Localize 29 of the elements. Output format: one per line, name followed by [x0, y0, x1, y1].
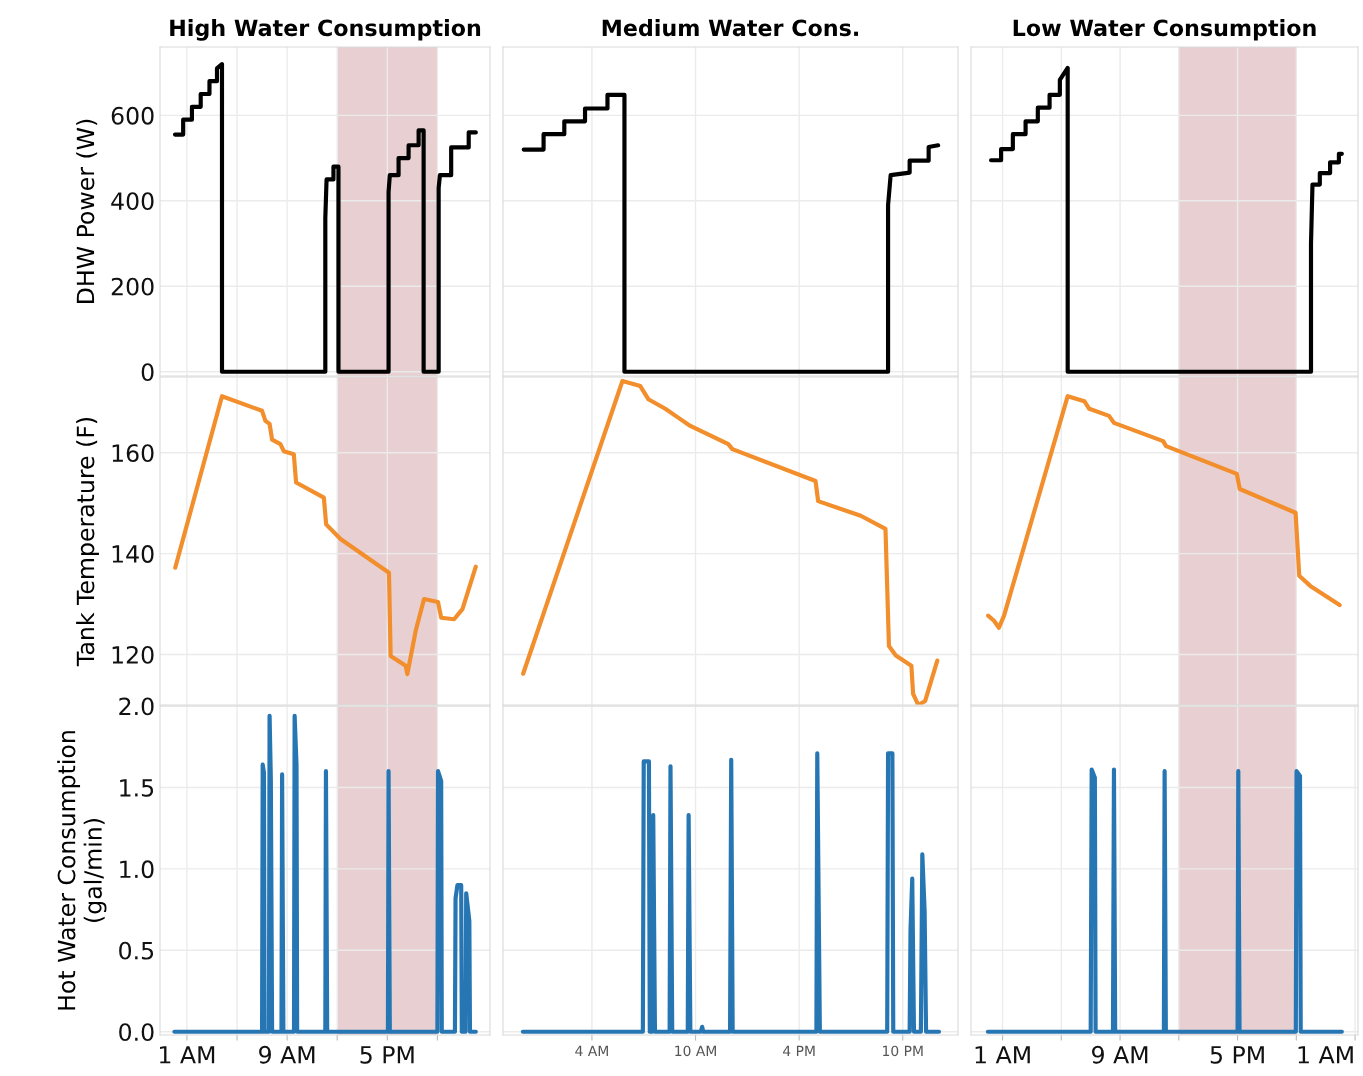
y-axis-title: Hot Water Consumption (gal/min): [57, 731, 107, 1010]
x-tick-label: 1 AM: [975, 1046, 1030, 1064]
x-tick-label: 10 AM: [675, 1045, 716, 1057]
y-tick-label: 120: [112, 645, 154, 664]
y-tick-label: 1.5: [120, 779, 154, 797]
y-tick-label: 200: [111, 277, 154, 296]
y-tick-label: 0.5: [119, 941, 154, 960]
y-tick-label: 0.0: [119, 1023, 154, 1042]
y-tick-label: 600: [111, 106, 154, 125]
x-tick-label: 9 AM: [1092, 1045, 1148, 1064]
chart-title: Low Water Consumption: [1013, 19, 1316, 41]
x-tick-label: 5 PM: [1210, 1046, 1264, 1064]
x-tick-label: 5 PM: [360, 1046, 414, 1064]
y-tick-label: 0: [141, 363, 154, 382]
y-tick-label: 400: [111, 192, 154, 211]
x-tick-label: 4 PM: [783, 1045, 815, 1056]
y-tick-label: 1.0: [120, 860, 154, 879]
chart-title: Medium Water Cons.: [602, 19, 859, 37]
x-tick-label: 1 AM: [159, 1046, 215, 1064]
x-tick-label: 1 AM: [1298, 1046, 1353, 1064]
y-tick-label: 160: [112, 444, 154, 462]
x-tick-label: 10 PM: [883, 1045, 923, 1057]
chart-title: High Water Consumption: [170, 19, 481, 41]
y-axis-title: Tank Temperature (F): [76, 417, 99, 667]
y-axis-title: DHW Power (W): [76, 119, 98, 303]
y-tick-label: 2.0: [119, 697, 154, 716]
x-tick-label: 9 AM: [259, 1045, 315, 1064]
x-tick-label: 4 AM: [575, 1045, 608, 1056]
y-tick-label: 140: [112, 545, 154, 563]
